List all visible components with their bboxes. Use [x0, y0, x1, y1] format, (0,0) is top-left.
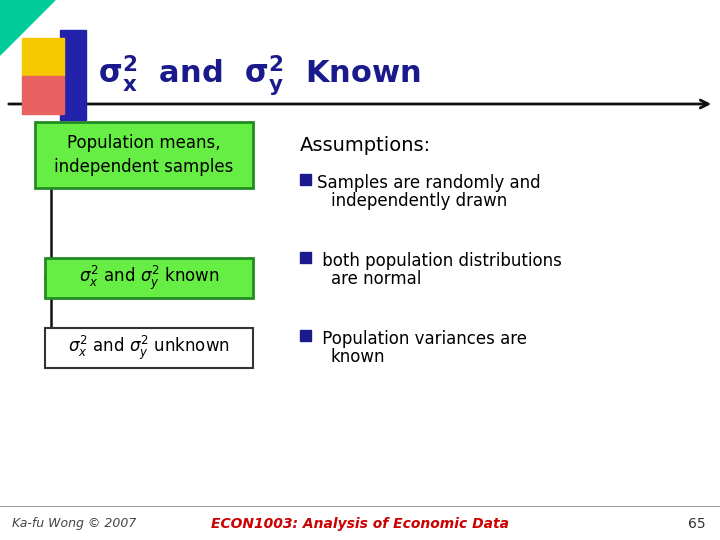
Text: $\sigma_x^2$ and $\sigma_y^2$ known: $\sigma_x^2$ and $\sigma_y^2$ known: [78, 264, 220, 292]
Text: are normal: are normal: [331, 270, 421, 288]
Text: $\mathbf{\sigma_x^2}$  and  $\mathbf{\sigma_y^2}$  Known: $\mathbf{\sigma_x^2}$ and $\mathbf{\sigm…: [98, 53, 421, 98]
FancyBboxPatch shape: [45, 328, 253, 368]
Bar: [22, 76, 64, 114]
Text: ECON1003: Analysis of Economic Data: ECON1003: Analysis of Economic Data: [211, 517, 509, 531]
Bar: [22, 38, 64, 76]
Text: 65: 65: [688, 517, 706, 531]
Text: $\sigma_x^2$ and $\sigma_y^2$ unknown: $\sigma_x^2$ and $\sigma_y^2$ unknown: [68, 334, 230, 362]
Text: Population variances are: Population variances are: [317, 330, 527, 348]
Bar: [300, 330, 311, 341]
Text: Samples are randomly and: Samples are randomly and: [317, 174, 541, 192]
Text: Ka-fu Wong © 2007: Ka-fu Wong © 2007: [12, 517, 136, 530]
Bar: [300, 252, 311, 263]
Text: known: known: [331, 348, 385, 366]
Polygon shape: [0, 0, 55, 55]
Text: Population means,
independent samples: Population means, independent samples: [54, 134, 234, 176]
Text: both population distributions: both population distributions: [317, 252, 562, 270]
Text: independently drawn: independently drawn: [331, 192, 508, 210]
Text: Assumptions:: Assumptions:: [300, 136, 431, 155]
FancyBboxPatch shape: [35, 122, 253, 188]
FancyBboxPatch shape: [45, 258, 253, 298]
Bar: [60, 30, 86, 120]
Bar: [300, 174, 311, 185]
